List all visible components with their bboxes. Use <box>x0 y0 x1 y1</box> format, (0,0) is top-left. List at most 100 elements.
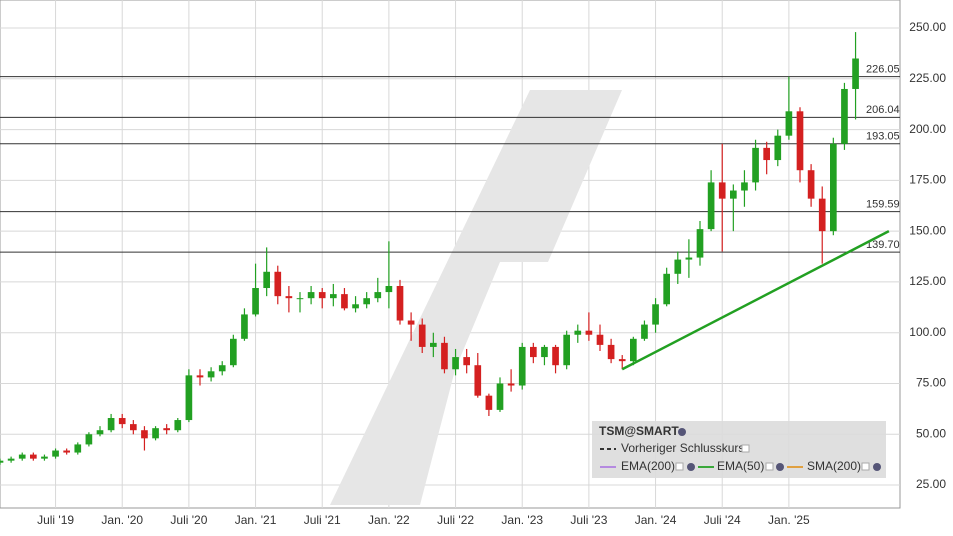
candle-body <box>418 324 426 347</box>
candle-body <box>463 357 470 366</box>
x-tick-label: Juli '20 <box>170 513 207 527</box>
candle-body <box>774 135 782 161</box>
x-tick-label: Jan. '25 <box>768 513 810 527</box>
candle-body <box>141 430 148 439</box>
x-tick-label: Juli '21 <box>304 513 341 527</box>
candle-body <box>630 338 637 362</box>
candle-body <box>830 143 837 232</box>
candle-body <box>341 294 348 309</box>
candle-body <box>407 320 415 325</box>
candle-body <box>374 292 382 299</box>
candle-body <box>385 285 393 293</box>
candle-body <box>652 304 659 325</box>
candle-body <box>274 271 282 297</box>
candle-body <box>74 444 82 453</box>
candle-body <box>107 418 115 431</box>
x-tick-label: Jan. '20 <box>101 513 143 527</box>
level-label: 139.70 <box>866 239 900 251</box>
legend-label: EMA(200) <box>621 459 675 473</box>
x-tick-label: Jan. '22 <box>368 513 410 527</box>
candle-body <box>163 428 170 431</box>
candle-body <box>507 383 515 386</box>
candle-body <box>530 346 537 358</box>
candle-body <box>596 334 604 345</box>
candle-body <box>563 334 570 366</box>
candle-body <box>252 288 259 315</box>
x-tick-label: Juli '24 <box>704 513 741 527</box>
checkbox[interactable] <box>861 462 870 471</box>
candle-body <box>18 454 26 459</box>
candle-body <box>585 330 593 335</box>
y-tick-label: 25.00 <box>916 477 946 491</box>
candle-body <box>485 395 493 410</box>
candle-body <box>474 365 482 396</box>
candle-body <box>230 338 237 366</box>
candle-body <box>218 365 226 372</box>
candle-body <box>685 257 693 260</box>
legend-icon <box>873 463 881 471</box>
candle-body <box>752 147 759 183</box>
checkbox[interactable] <box>765 462 774 471</box>
candle-body <box>318 292 326 299</box>
candle-body <box>241 314 248 339</box>
candle-body <box>207 371 215 378</box>
checkbox[interactable] <box>741 444 750 453</box>
watermark <box>330 90 622 505</box>
candle-body <box>441 342 448 370</box>
candle-body <box>118 418 126 425</box>
y-tick-label: 250.00 <box>909 20 946 34</box>
candle-body <box>130 424 137 431</box>
candle-body <box>196 375 204 378</box>
candle-body <box>718 182 726 199</box>
legend-icon <box>776 463 784 471</box>
candle-body <box>607 344 615 360</box>
candle-body <box>363 298 370 305</box>
x-tick-label: Jan. '21 <box>235 513 277 527</box>
x-tick-label: Jan. '24 <box>635 513 677 527</box>
candle-body <box>730 190 737 199</box>
candle-body <box>785 111 793 136</box>
candle-body <box>741 182 748 191</box>
legend: TSM@SMART Vorheriger Schlusskurs EMA(200… <box>592 421 886 478</box>
candle-body <box>396 285 404 321</box>
candle-body <box>52 450 59 457</box>
candle-body <box>663 273 670 305</box>
candle-body <box>574 330 582 335</box>
level-label: 193.05 <box>866 131 900 143</box>
candle-body <box>852 58 859 89</box>
candle-body <box>30 454 37 459</box>
candle-body <box>496 383 504 410</box>
candle-body <box>185 375 193 421</box>
candle-body <box>307 292 315 299</box>
legend-title: TSM@SMART <box>599 424 679 438</box>
candle-body <box>330 294 337 299</box>
candle-body <box>430 342 437 347</box>
y-tick-label: 100.00 <box>909 325 946 339</box>
candle-body <box>96 430 104 435</box>
candle-body <box>541 346 548 358</box>
candle-body <box>352 304 359 309</box>
candle-body <box>674 259 682 274</box>
legend-icon <box>687 463 695 471</box>
candle-body <box>518 346 526 386</box>
y-tick-label: 225.00 <box>909 71 946 85</box>
x-tick-label: Juli '19 <box>37 513 74 527</box>
marks: 226.05 206.04 193.05 159.59 139.70 <box>0 32 900 465</box>
x-tick-label: Juli '23 <box>570 513 607 527</box>
candle-body <box>641 324 648 339</box>
level-label: 226.05 <box>866 64 900 76</box>
y-tick-label: 200.00 <box>909 122 946 136</box>
level-label: 159.59 <box>866 199 900 211</box>
y-tick-label: 50.00 <box>916 426 946 440</box>
level-label: 206.04 <box>866 104 900 116</box>
candle-body <box>85 434 93 445</box>
checkbox[interactable] <box>675 462 684 471</box>
candle-body <box>818 198 826 232</box>
candle-body <box>452 357 459 370</box>
candle-body <box>763 147 770 161</box>
x-tick-label: Jan. '23 <box>501 513 543 527</box>
candle-body <box>41 456 48 459</box>
legend-label: Vorheriger Schlusskurs <box>621 441 744 455</box>
y-tick-label: 175.00 <box>909 173 946 187</box>
